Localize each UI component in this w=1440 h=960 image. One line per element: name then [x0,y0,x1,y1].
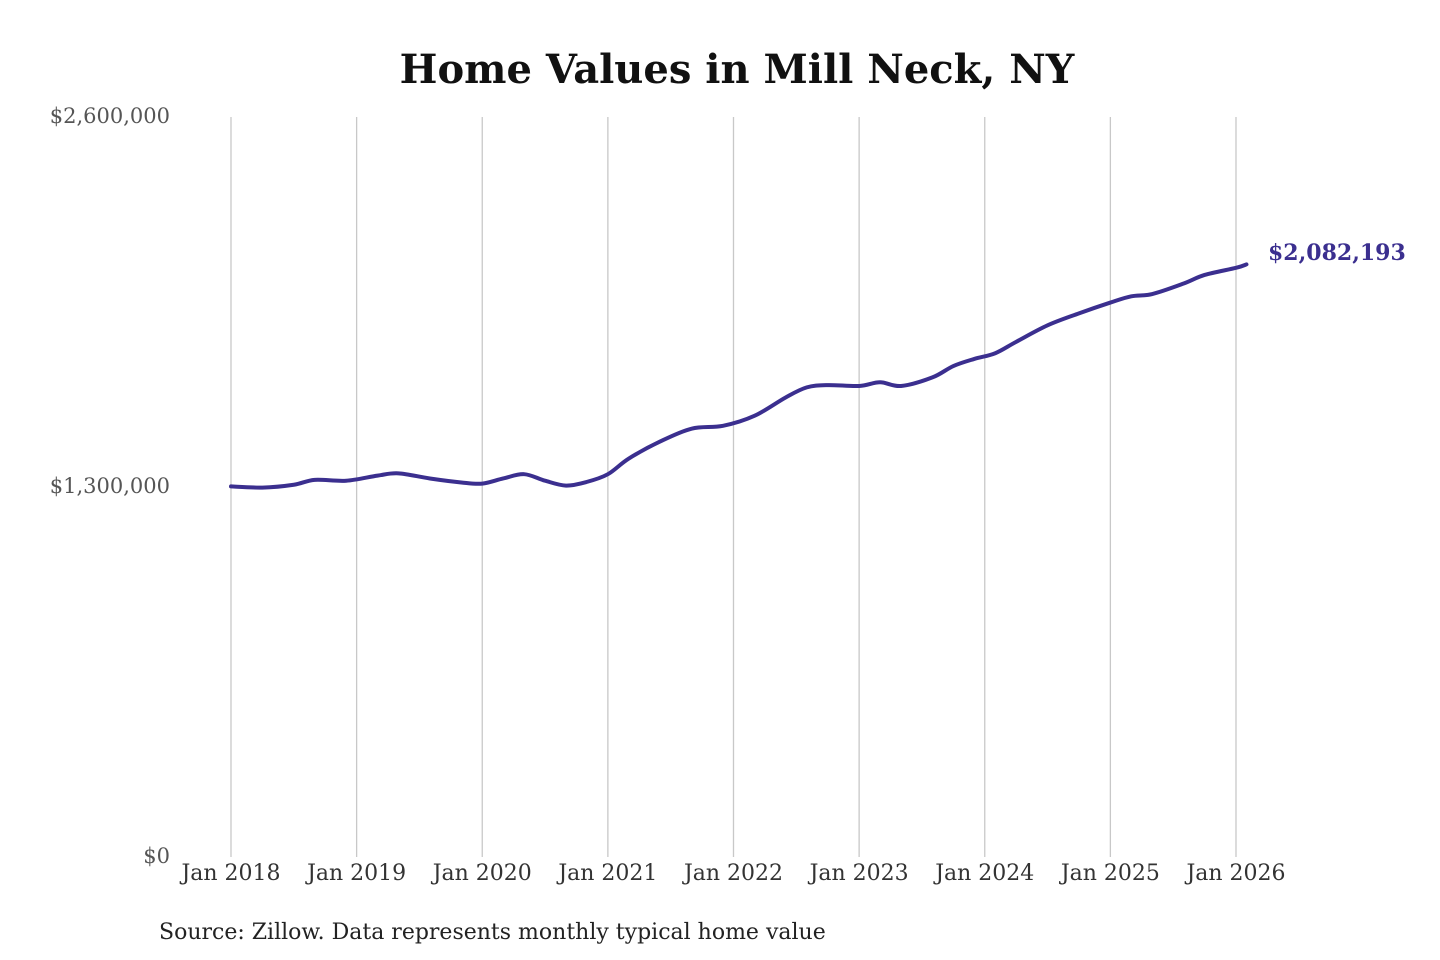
x-tick-label: Jan 2021 [556,861,657,886]
x-tick-label: Jan 2023 [808,861,909,886]
x-tick-label: Jan 2024 [933,861,1034,886]
series-line-0 [229,262,1249,490]
x-axis-ticks: Jan 2018 Jan 2019 Jan 2020 Jan 2021 Jan 2022… [179,861,1285,886]
end-value-label: $2,082,193 [1268,240,1406,266]
x-tick-label: Jan 2020 [431,861,532,886]
x-tick-label: Jan 2025 [1059,861,1160,886]
y-tick-label: $1,300,000 [50,474,170,498]
source-note: Source: Zillow. Data represents monthly … [159,920,826,945]
grid-lines [230,117,1237,857]
x-tick-label: Jan 2026 [1184,861,1285,886]
y-tick-label: $2,600,000 [50,104,170,128]
series-layer [229,262,1249,490]
chart-title: Home Values in Mill Neck, NY [400,46,1075,93]
y-axis-ticks: $0 $1,300,000 $2,600,000 [50,104,170,868]
x-tick-label: Jan 2019 [305,861,406,886]
y-tick-label: $0 [143,844,170,868]
x-tick-label: Jan 2018 [179,861,280,886]
x-tick-label: Jan 2022 [682,861,783,886]
